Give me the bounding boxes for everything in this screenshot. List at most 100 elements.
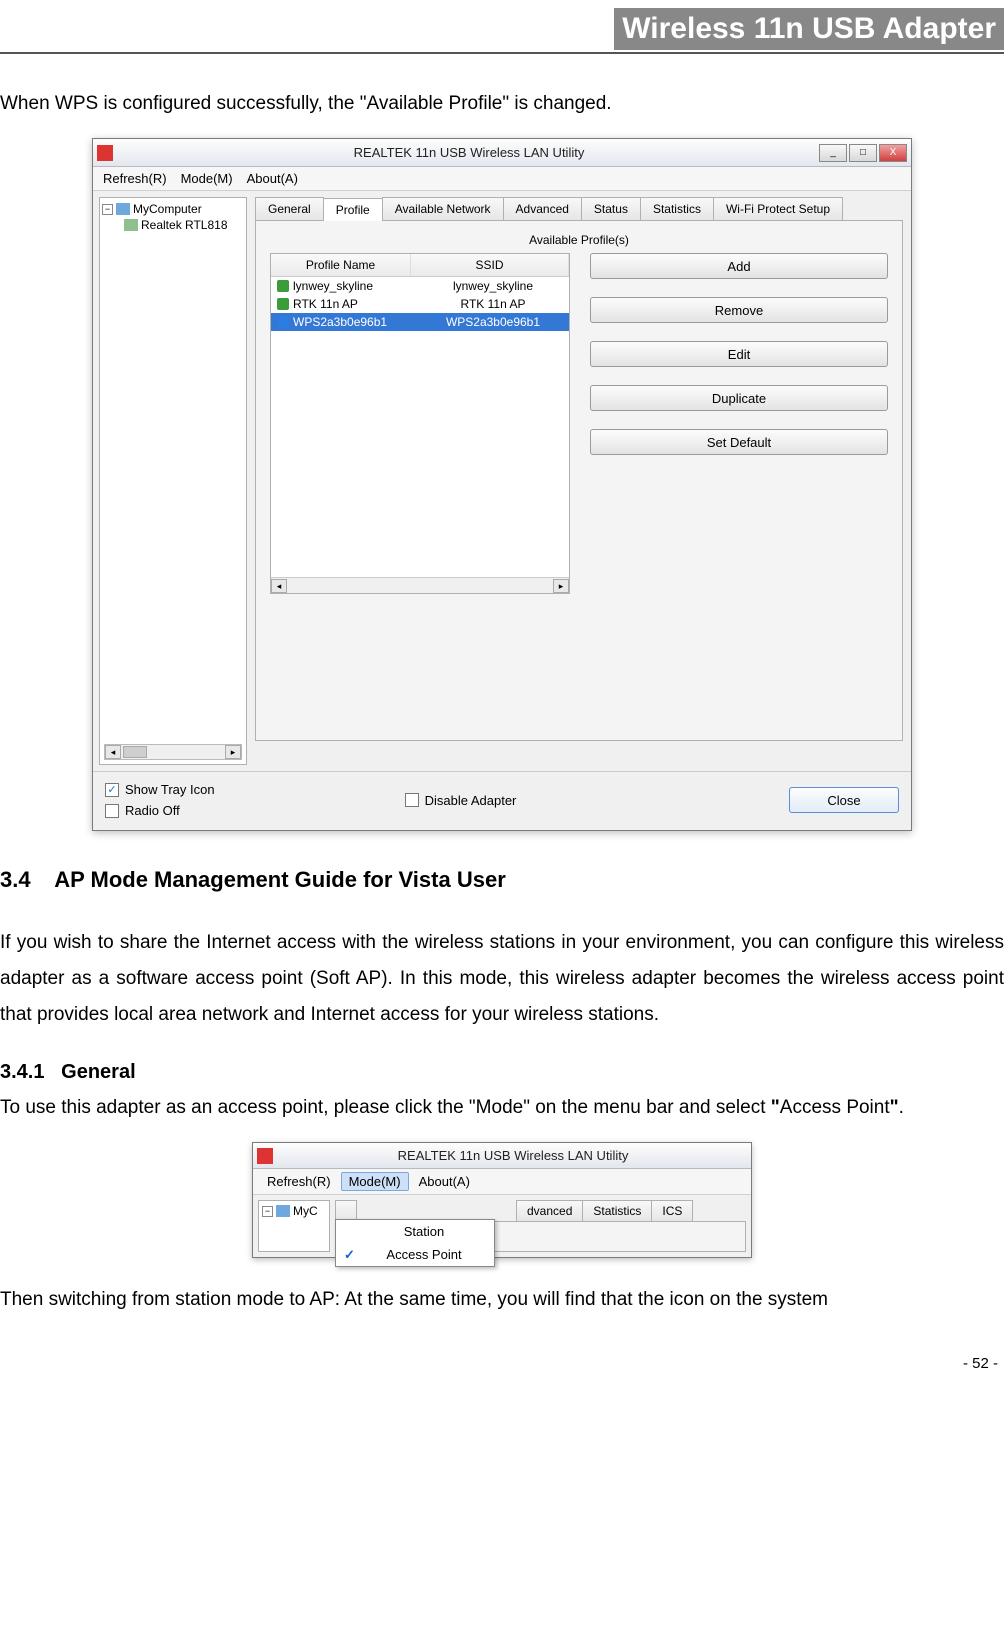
tree-pane: − MyC [258, 1200, 330, 1252]
close-window-button[interactable]: X [879, 144, 907, 162]
checkbox-label: Show Tray Icon [125, 782, 215, 797]
radio-off-checkbox[interactable]: Radio Off [105, 803, 215, 818]
scroll-thumb[interactable] [123, 746, 147, 758]
closing-paragraph: Then switching from station mode to AP: … [0, 1282, 1004, 1318]
menu-mode[interactable]: Mode(M) [341, 1172, 409, 1191]
tree-root[interactable]: − MyComputer [102, 202, 244, 216]
page-header-title: Wireless 11n USB Adapter [614, 8, 1004, 50]
add-button[interactable]: Add [590, 253, 888, 279]
tab-ics[interactable]: ICS [651, 1200, 693, 1221]
subsection-number: 3.4.1 [0, 1061, 44, 1083]
content-pane: dvanced Statistics ICS Station Access Po… [333, 1195, 751, 1257]
tree-root[interactable]: − MyC [262, 1204, 326, 1218]
tab-statistics[interactable]: Statistics [640, 197, 714, 220]
menu-about[interactable]: About(A) [247, 171, 298, 186]
tree-root-label: MyComputer [133, 202, 202, 216]
scroll-left-icon[interactable]: ◂ [271, 579, 287, 593]
section-body: If you wish to share the Internet access… [0, 925, 1004, 1033]
checkbox-label: Radio Off [125, 803, 180, 818]
profile-icon [277, 316, 289, 328]
menu-about[interactable]: About(A) [411, 1172, 478, 1191]
utility-window-small: REALTEK 11n USB Wireless LAN Utility Ref… [252, 1142, 752, 1258]
window-title: REALTEK 11n USB Wireless LAN Utility [119, 145, 819, 160]
tab-advanced[interactable]: dvanced [516, 1200, 583, 1221]
tree-scrollbar[interactable]: ◂ ▸ [104, 744, 242, 760]
profile-list-header: Profile Name SSID [271, 254, 569, 277]
profile-row[interactable]: lynwey_skyline lynwey_skyline [271, 277, 569, 295]
group-label: Available Profile(s) [270, 233, 888, 247]
tab-profile[interactable]: Profile [323, 198, 383, 221]
remove-button[interactable]: Remove [590, 297, 888, 323]
edit-button[interactable]: Edit [590, 341, 888, 367]
set-default-button[interactable]: Set Default [590, 429, 888, 455]
profile-scrollbar[interactable]: ◂ ▸ [271, 577, 569, 593]
computer-icon [276, 1205, 290, 1217]
duplicate-button[interactable]: Duplicate [590, 385, 888, 411]
col-profile-name[interactable]: Profile Name [271, 254, 411, 276]
tab-strip: General Profile Available Network Advanc… [255, 197, 903, 221]
menu-refresh[interactable]: Refresh(R) [259, 1172, 339, 1191]
profile-ssid-cell: RTK 11n AP [411, 297, 569, 311]
profile-name-cell: WPS2a3b0e96b1 [293, 315, 387, 329]
tree-child-label: Realtek RTL818 [141, 218, 228, 232]
window-controls: _ □ X [819, 144, 907, 162]
profile-icon [277, 280, 289, 292]
profile-buttons: Add Remove Edit Duplicate Set Default [590, 253, 888, 594]
tree-root-label: MyC [293, 1204, 318, 1218]
checkbox-icon [105, 804, 119, 818]
tab-general[interactable]: General [255, 197, 324, 220]
scroll-left-icon[interactable]: ◂ [105, 745, 121, 759]
tab-statistics[interactable]: Statistics [582, 1200, 652, 1221]
page-header: Wireless 11n USB Adapter [0, 0, 1004, 54]
menubar: Refresh(R) Mode(M) About(A) [93, 167, 911, 191]
minimize-button[interactable]: _ [819, 144, 847, 162]
scroll-right-icon[interactable]: ▸ [225, 745, 241, 759]
profile-name-cell: lynwey_skyline [293, 279, 373, 293]
menu-mode[interactable]: Mode(M) [181, 171, 233, 186]
intro-paragraph: When WPS is configured successfully, the… [0, 86, 1004, 122]
section-heading: 3.4 AP Mode Management Guide for Vista U… [0, 867, 1004, 893]
dropdown-item-access-point[interactable]: Access Point [336, 1243, 494, 1266]
titlebar[interactable]: REALTEK 11n USB Wireless LAN Utility [253, 1143, 751, 1169]
menu-refresh[interactable]: Refresh(R) [103, 171, 167, 186]
tab-partial[interactable] [335, 1200, 357, 1221]
mode-dropdown: Station Access Point [335, 1219, 495, 1267]
tree-child[interactable]: Realtek RTL818 [124, 218, 244, 232]
checkbox-label: Disable Adapter [425, 793, 517, 808]
adapter-icon [124, 219, 138, 231]
profile-row-selected[interactable]: WPS2a3b0e96b1 WPS2a3b0e96b1 [271, 313, 569, 331]
profile-ssid-cell: WPS2a3b0e96b1 [411, 315, 569, 329]
profile-list-body: lynwey_skyline lynwey_skyline RTK 11n AP… [271, 277, 569, 577]
maximize-button[interactable]: □ [849, 144, 877, 162]
utility-window: REALTEK 11n USB Wireless LAN Utility _ □… [92, 138, 912, 831]
tab-body: Available Profile(s) Profile Name SSID l… [255, 221, 903, 741]
bottom-bar: ✓ Show Tray Icon Radio Off Disable Adapt… [93, 771, 911, 830]
profile-list: Profile Name SSID lynwey_skyline lynwey_… [270, 253, 570, 594]
subsection-body: To use this adapter as an access point, … [0, 1090, 1004, 1126]
close-button[interactable]: Close [789, 787, 899, 813]
main-area: − MyComputer Realtek RTL818 ◂ ▸ General … [93, 191, 911, 771]
dropdown-item-station[interactable]: Station [336, 1220, 494, 1243]
tree-collapse-icon[interactable]: − [262, 1206, 273, 1217]
show-tray-checkbox[interactable]: ✓ Show Tray Icon [105, 782, 215, 797]
profile-row[interactable]: RTK 11n AP RTK 11n AP [271, 295, 569, 313]
section-title: AP Mode Management Guide for Vista User [54, 867, 506, 892]
col-ssid[interactable]: SSID [411, 254, 569, 276]
disable-adapter-checkbox[interactable]: Disable Adapter [405, 793, 517, 808]
tree-collapse-icon[interactable]: − [102, 204, 113, 215]
window-title: REALTEK 11n USB Wireless LAN Utility [279, 1148, 747, 1163]
tab-advanced[interactable]: Advanced [503, 197, 582, 220]
tab-wps[interactable]: Wi-Fi Protect Setup [713, 197, 843, 220]
tree-pane: − MyComputer Realtek RTL818 ◂ ▸ [99, 197, 247, 765]
app-icon [257, 1148, 273, 1164]
menubar: Refresh(R) Mode(M) About(A) [253, 1169, 751, 1195]
profile-ssid-cell: lynwey_skyline [411, 279, 569, 293]
checkbox-icon: ✓ [105, 783, 119, 797]
tab-available-network[interactable]: Available Network [382, 197, 504, 220]
tab-status[interactable]: Status [581, 197, 641, 220]
scroll-right-icon[interactable]: ▸ [553, 579, 569, 593]
subsection-title: General [61, 1061, 135, 1083]
subsection-heading: 3.4.1 General [0, 1061, 1004, 1084]
titlebar[interactable]: REALTEK 11n USB Wireless LAN Utility _ □… [93, 139, 911, 167]
profile-icon [277, 298, 289, 310]
